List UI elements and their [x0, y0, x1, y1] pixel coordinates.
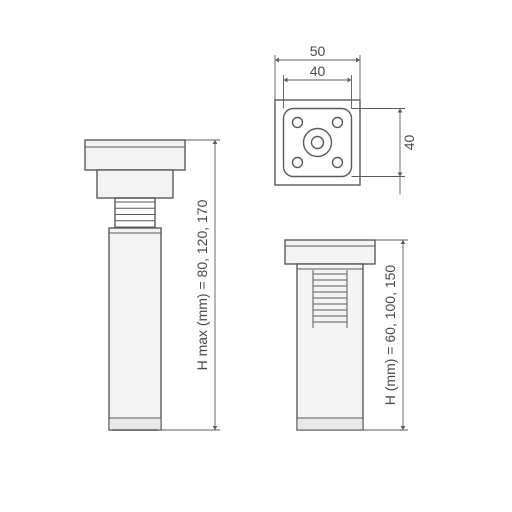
svg-text:H (mm) = 60, 100, 150: H (mm) = 60, 100, 150 — [382, 265, 398, 406]
svg-text:40: 40 — [401, 135, 417, 151]
svg-text:H max (mm) = 80, 120, 170: H max (mm) = 80, 120, 170 — [194, 199, 210, 370]
svg-text:40: 40 — [310, 63, 326, 79]
svg-text:50: 50 — [310, 43, 326, 59]
